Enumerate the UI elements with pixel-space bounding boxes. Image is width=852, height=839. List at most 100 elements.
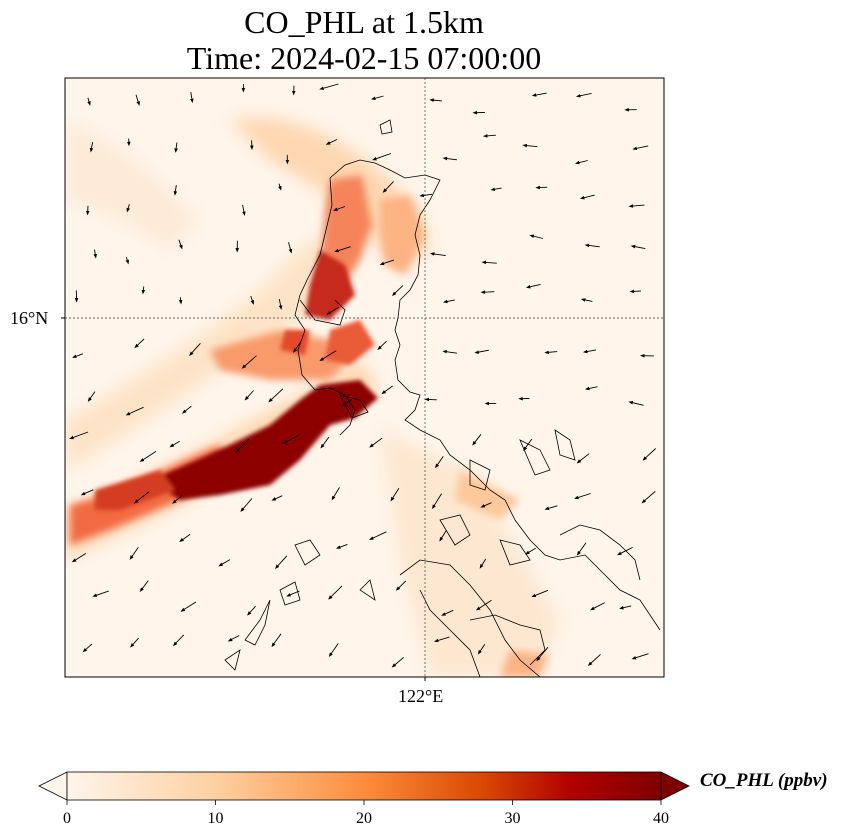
wind-arrow-icon [240, 498, 253, 513]
wind-arrow-icon [135, 94, 140, 106]
wind-arrow-icon [630, 244, 646, 250]
wind-arrow-icon [180, 601, 197, 612]
wind-arrow-icon [93, 249, 98, 259]
colorbar-tick-label: 0 [63, 810, 71, 827]
wind-arrow-icon [590, 602, 606, 611]
colorbar-tick-label: 30 [504, 810, 521, 827]
wind-arrow-icon [92, 590, 109, 597]
lat-tick-label: 16°N [10, 308, 49, 328]
wind-arrow-icon [82, 643, 93, 653]
wind-arrow-icon [395, 580, 407, 591]
wind-arrow-icon [129, 547, 139, 560]
wind-arrow-icon [619, 605, 632, 610]
wind-arrow-icon [544, 350, 558, 355]
wind-arrow-icon [227, 635, 240, 642]
wind-arrow-icon [379, 259, 395, 266]
wind-arrow-icon [244, 390, 254, 401]
wind-arrow-icon [319, 350, 337, 362]
colorbar-tick-label: 10 [207, 810, 224, 827]
wind-arrow-icon [247, 605, 256, 616]
wind-arrow-icon [580, 194, 595, 200]
wind-arrow-icon [522, 143, 538, 148]
wind-arrow-icon [479, 558, 487, 569]
wind-arrow-icon [178, 239, 183, 250]
wind-arrow-icon [286, 590, 300, 597]
wind-arrow-icon [335, 543, 348, 549]
wind-arrow-icon [371, 95, 384, 100]
wind-arrow-icon [130, 637, 139, 648]
wind-arrow-icon [125, 256, 129, 265]
wind-arrow-icon [472, 434, 482, 446]
wind-arrow-icon [381, 385, 393, 395]
wind-arrow-icon [628, 400, 644, 406]
wind-arrow-icon [382, 181, 394, 193]
wind-arrow-icon [429, 98, 442, 102]
wind-arrow-icon [429, 252, 446, 257]
wind-arrow-icon [80, 489, 94, 496]
wind-arrow-icon [474, 349, 489, 354]
wind-arrow-icon [544, 505, 558, 511]
wind-arrow-icon [584, 243, 600, 248]
wind-arrow-icon [278, 299, 283, 310]
wind-vectors [69, 83, 657, 668]
map-frame [64, 77, 665, 678]
wind-arrow-icon [442, 156, 458, 161]
wind-arrow-icon [480, 502, 492, 508]
colorbar-tick-label: 40 [653, 810, 669, 827]
wind-arrow-icon [271, 495, 283, 501]
wind-arrow-icon [369, 437, 383, 448]
wind-arrow-icon [574, 493, 591, 500]
wind-arrow-icon [278, 183, 282, 191]
wind-arrow-icon [525, 283, 541, 289]
wind-arrow-icon [523, 438, 533, 452]
wind-arrow-icon [173, 185, 178, 196]
wind-arrow-icon [328, 643, 339, 658]
wind-arrow-icon [442, 299, 455, 304]
wind-arrow-icon [325, 139, 338, 145]
wind-arrow-icon [481, 260, 497, 265]
wind-arrow-icon [435, 456, 444, 469]
plot-title-line-1: CO_PHL at 1.5km [244, 4, 484, 40]
wind-arrow-icon [242, 204, 246, 217]
wind-arrow-icon [333, 206, 346, 211]
wind-arrow-icon [531, 589, 549, 598]
lon-tick-label: 122°E [398, 686, 444, 706]
wind-arrow-icon [441, 609, 454, 616]
wind-arrow-icon [89, 142, 94, 153]
wind-arrow-icon [179, 533, 191, 542]
plot-title-line-2: Time: 2024-02-15 07:00:00 [186, 40, 542, 76]
wind-arrow-icon [326, 306, 340, 315]
wind-arrow-icon [632, 145, 649, 151]
wind-arrow-icon [616, 546, 633, 556]
wind-arrow-icon [271, 633, 282, 648]
wind-arrow-icon [377, 340, 387, 351]
wind-arrow-icon [141, 286, 146, 295]
wind-arrow-icon [576, 453, 590, 464]
wind-arrow-icon [433, 636, 450, 643]
wind-arrow-icon [480, 290, 495, 294]
wind-arrow-icon [331, 487, 340, 501]
wind-arrow-icon [319, 83, 339, 90]
wind-arrow-icon [490, 187, 502, 192]
wind-arrow-icon [482, 134, 496, 138]
wind-arrow-icon [182, 405, 192, 414]
wind-arrow-icon [439, 530, 447, 542]
wind-arrow-icon [575, 92, 592, 98]
wind-arrow-icon [71, 553, 87, 563]
concentration-field [65, 78, 664, 677]
wind-arrow-icon [642, 448, 657, 461]
wind-arrow-icon [525, 547, 536, 555]
wind-arrow-icon [268, 388, 284, 403]
wind-arrow-icon [475, 599, 492, 611]
wind-arrow-icon [328, 585, 343, 600]
wind-arrow-icon [582, 349, 597, 354]
wind-arrow-icon [174, 142, 178, 153]
wind-arrow-icon [390, 488, 400, 502]
wind-arrow-icon [190, 92, 194, 104]
wind-arrow-icon [641, 490, 656, 504]
wind-arrow-icon [139, 580, 149, 593]
wind-arrow-icon [529, 234, 544, 239]
wind-arrow-icon [234, 438, 250, 454]
